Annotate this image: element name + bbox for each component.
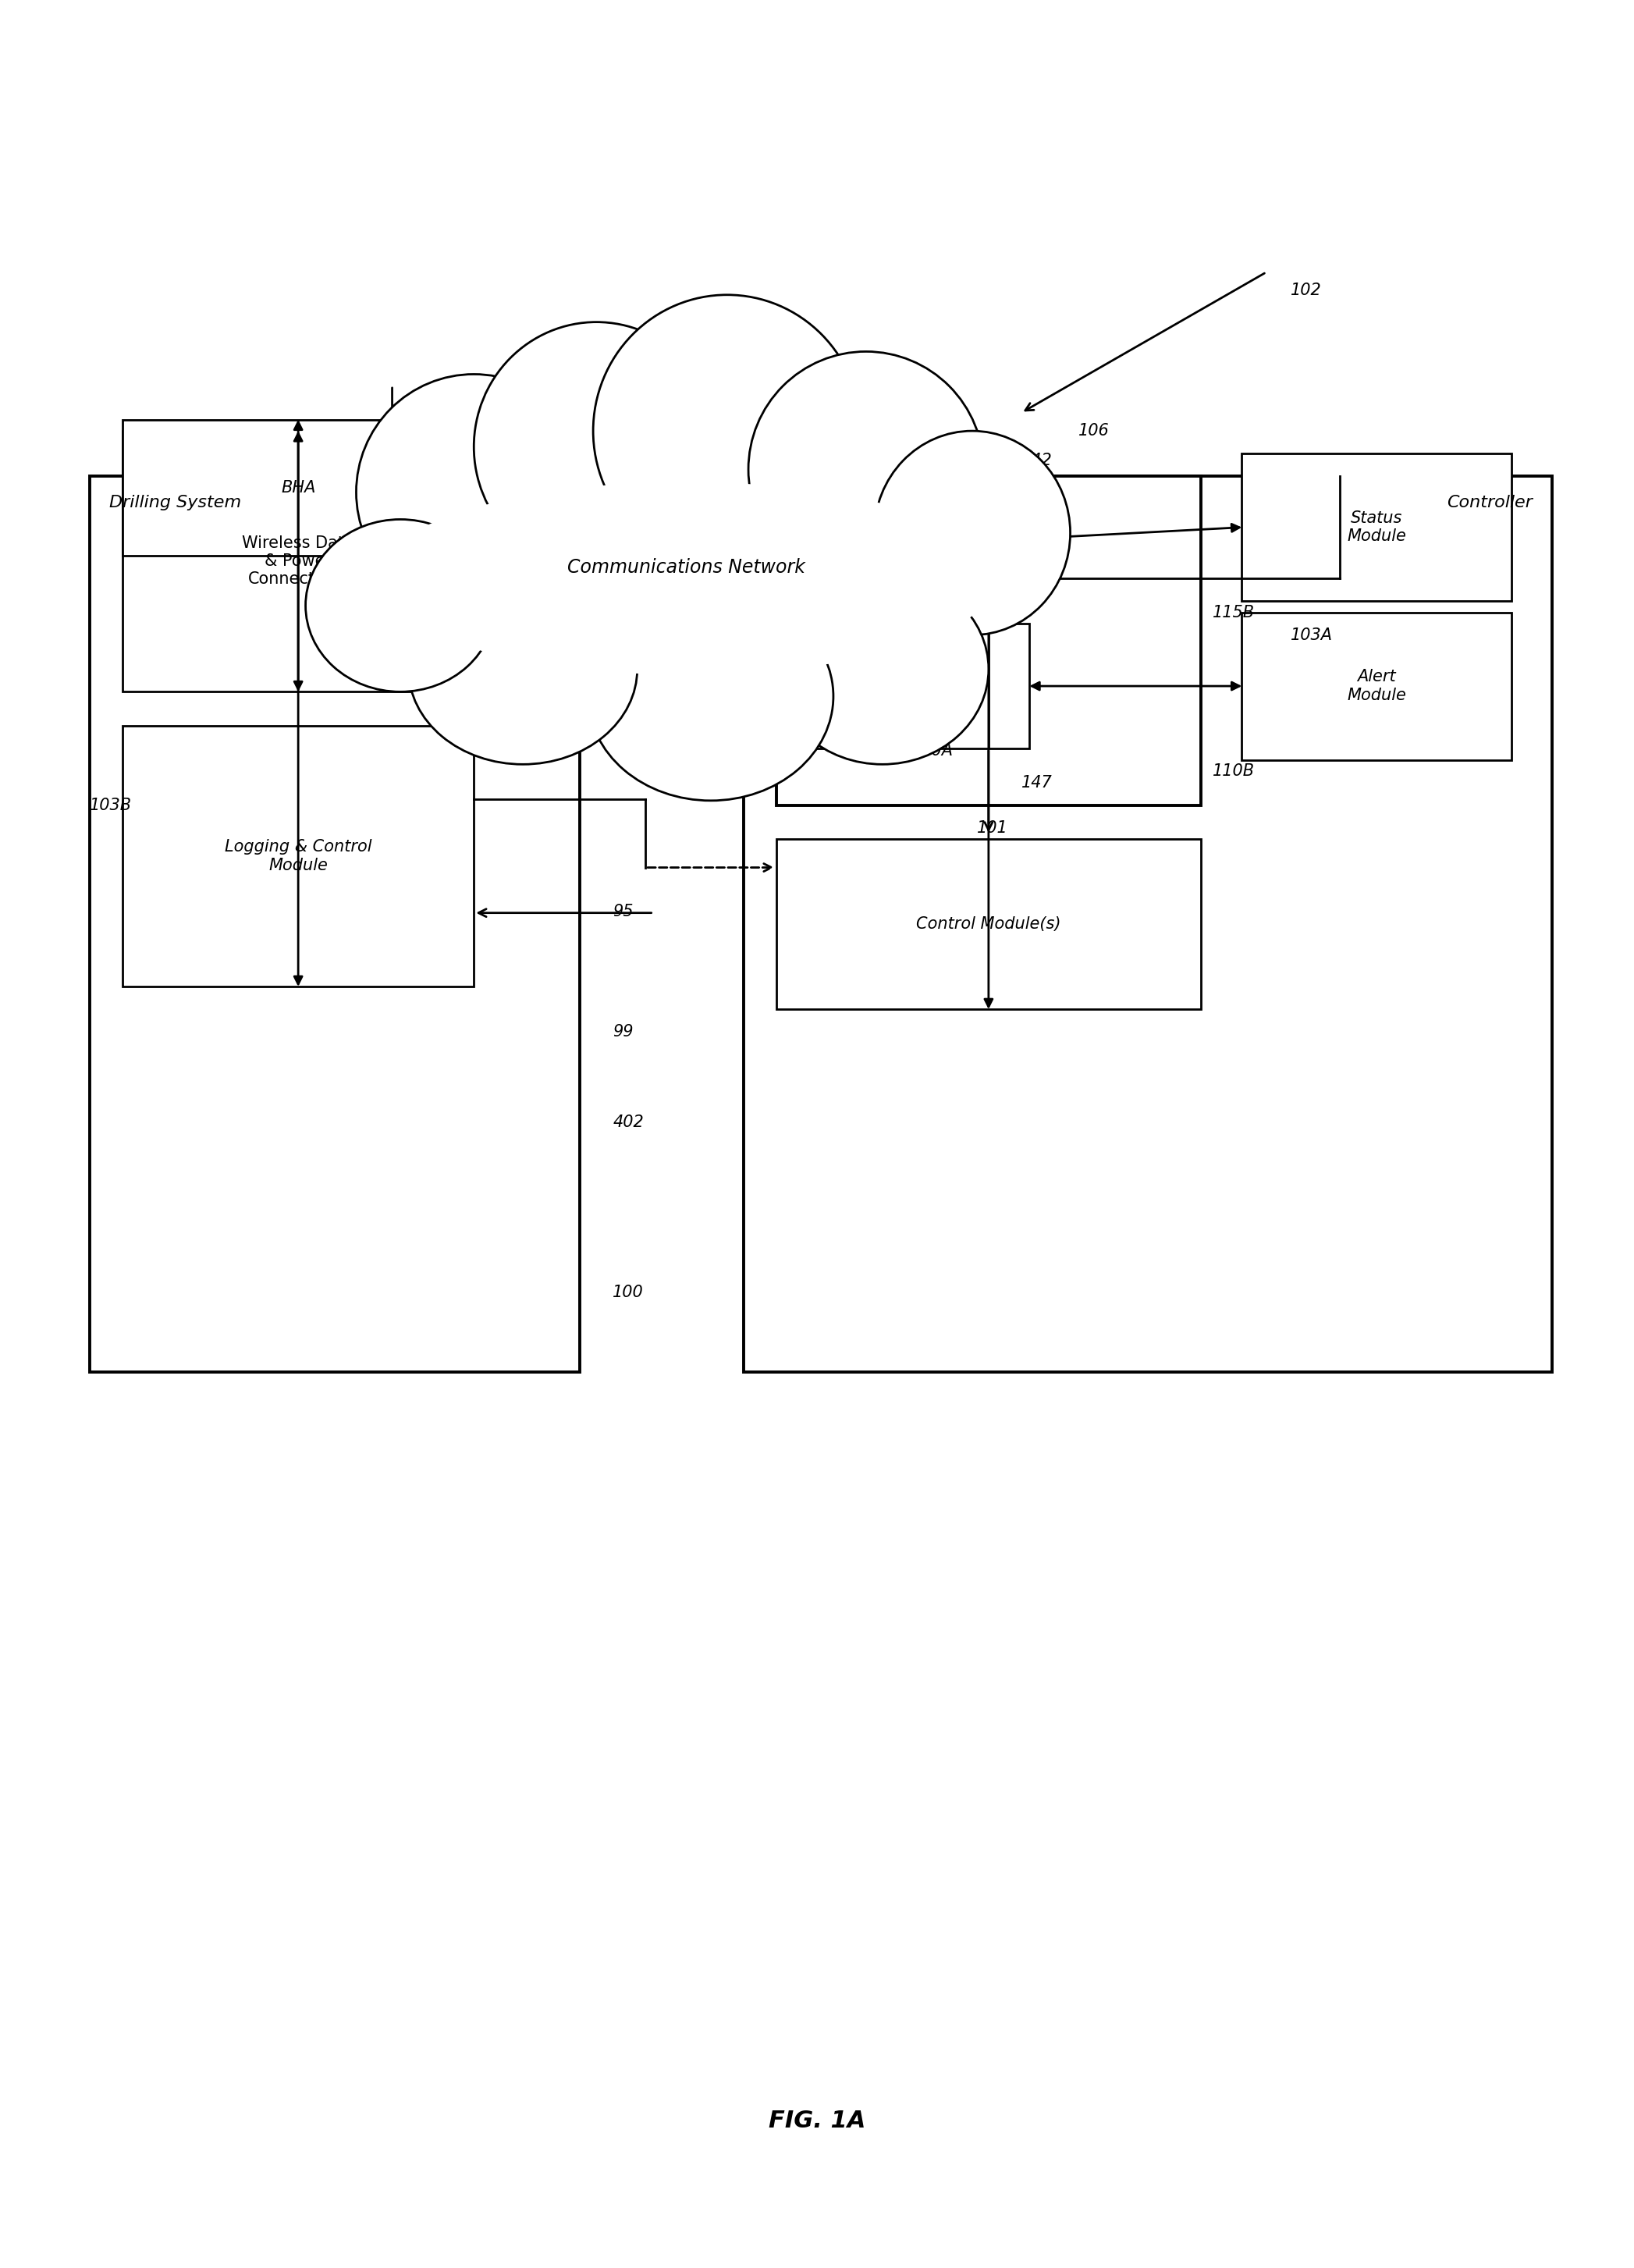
- Ellipse shape: [376, 481, 997, 676]
- FancyBboxPatch shape: [123, 431, 474, 692]
- Text: 115A: 115A: [912, 590, 954, 603]
- FancyBboxPatch shape: [1242, 454, 1511, 601]
- Text: Display: Display: [792, 492, 853, 508]
- Text: 115B: 115B: [1212, 606, 1255, 619]
- Text: Drilling System: Drilling System: [109, 494, 242, 510]
- Text: 402: 402: [613, 1116, 644, 1129]
- Text: 103B: 103B: [90, 798, 132, 812]
- FancyBboxPatch shape: [743, 476, 1552, 1372]
- Text: Status: Status: [889, 531, 941, 547]
- Ellipse shape: [408, 574, 637, 764]
- Text: Communications Network: Communications Network: [567, 558, 806, 576]
- FancyBboxPatch shape: [776, 839, 1201, 1009]
- Ellipse shape: [356, 374, 592, 610]
- Text: 110A: 110A: [912, 744, 954, 758]
- Text: Alert(s): Alert(s): [886, 678, 944, 694]
- Text: FIG. 1A: FIG. 1A: [768, 2109, 866, 2132]
- Text: 100: 100: [613, 1286, 644, 1300]
- Ellipse shape: [776, 574, 989, 764]
- Text: 110B: 110B: [1212, 764, 1255, 778]
- Ellipse shape: [874, 431, 1070, 635]
- FancyBboxPatch shape: [801, 624, 1029, 748]
- FancyBboxPatch shape: [123, 726, 474, 987]
- FancyBboxPatch shape: [776, 476, 1201, 805]
- Text: 101: 101: [977, 821, 1008, 835]
- Ellipse shape: [588, 592, 833, 801]
- Text: 142: 142: [1021, 454, 1052, 467]
- Text: 95: 95: [613, 905, 634, 919]
- Text: 102: 102: [1291, 284, 1322, 297]
- FancyBboxPatch shape: [123, 420, 474, 556]
- Text: Logging & Control
Module: Logging & Control Module: [224, 839, 373, 873]
- Text: Controller: Controller: [1448, 494, 1533, 510]
- Text: 104: 104: [498, 424, 529, 438]
- Ellipse shape: [306, 519, 495, 692]
- Text: Alert
Module: Alert Module: [1346, 669, 1407, 703]
- Text: 147: 147: [1021, 776, 1052, 789]
- Ellipse shape: [748, 352, 984, 587]
- FancyBboxPatch shape: [801, 476, 1029, 601]
- Text: Status
Module: Status Module: [1346, 510, 1407, 544]
- Ellipse shape: [474, 322, 719, 572]
- Text: Wireless Data
& Power
Connections: Wireless Data & Power Connections: [242, 535, 355, 587]
- FancyBboxPatch shape: [90, 476, 580, 1372]
- Text: BHA: BHA: [281, 481, 315, 494]
- Ellipse shape: [593, 295, 861, 567]
- Text: 103A: 103A: [1291, 628, 1333, 642]
- Text: 99: 99: [613, 1025, 634, 1039]
- Text: 106: 106: [1078, 424, 1109, 438]
- FancyBboxPatch shape: [1242, 612, 1511, 760]
- Text: Control Module(s): Control Module(s): [917, 916, 1060, 932]
